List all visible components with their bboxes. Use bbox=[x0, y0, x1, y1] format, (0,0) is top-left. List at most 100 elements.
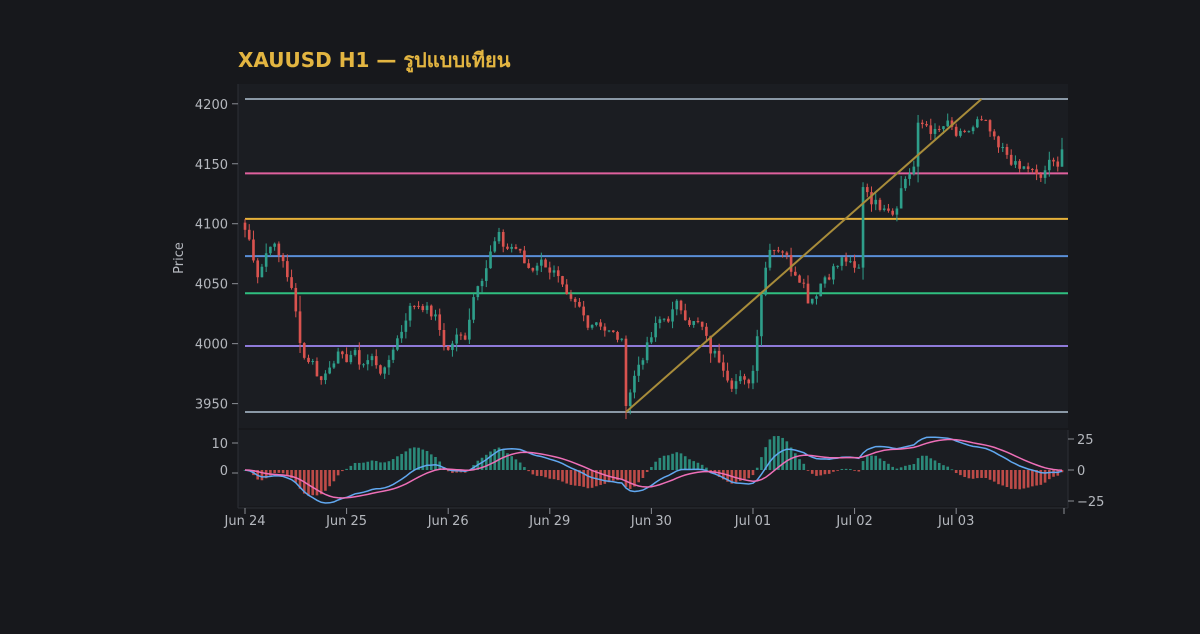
candle-body bbox=[976, 119, 979, 128]
candle-body bbox=[815, 296, 818, 299]
macd-histogram-bar bbox=[611, 470, 615, 481]
macd-histogram-bar bbox=[1005, 470, 1009, 488]
y-tick-label: 3950 bbox=[195, 398, 228, 413]
macd-histogram-bar bbox=[391, 459, 395, 470]
macd-histogram-bar bbox=[328, 470, 331, 487]
candle-body bbox=[971, 127, 975, 132]
candle-body bbox=[307, 357, 310, 363]
macd-histogram-bar bbox=[573, 470, 577, 486]
macd-histogram-bar bbox=[967, 470, 971, 479]
candle-body bbox=[738, 376, 742, 382]
macd-histogram-bar bbox=[315, 470, 319, 496]
macd-histogram-bar bbox=[751, 470, 755, 476]
candle-body bbox=[501, 232, 505, 247]
candle-body bbox=[942, 126, 945, 130]
macd-histogram-bar bbox=[671, 453, 674, 470]
macd-histogram-bar bbox=[980, 470, 983, 478]
macd-histogram-bar bbox=[1001, 470, 1005, 486]
candle-body bbox=[692, 321, 696, 325]
candle-body bbox=[527, 263, 530, 268]
candle-body bbox=[518, 248, 522, 251]
candle-body bbox=[709, 335, 712, 354]
macd-histogram-bar bbox=[1031, 470, 1034, 487]
x-tick-label: Jul 03 bbox=[937, 514, 974, 529]
candle-body bbox=[269, 246, 272, 254]
candle-body bbox=[374, 356, 378, 366]
signal-line bbox=[244, 438, 1063, 499]
macd-histogram-bar bbox=[561, 470, 564, 482]
macd-histogram-bar bbox=[827, 470, 831, 474]
macd-histogram-bar bbox=[1014, 470, 1017, 489]
macd-histogram-bar bbox=[501, 450, 505, 470]
candle-body bbox=[675, 300, 679, 310]
macd-histogram-bar bbox=[819, 470, 823, 476]
macd-histogram-bar bbox=[912, 464, 916, 470]
macd-histogram-bar bbox=[781, 437, 784, 470]
candle-body bbox=[531, 267, 535, 271]
candle-body bbox=[1005, 147, 1009, 155]
candle-body bbox=[408, 305, 412, 321]
candle-body bbox=[768, 249, 772, 268]
x-tick-label: Jun 29 bbox=[528, 514, 570, 529]
macd-histogram-bar bbox=[942, 465, 945, 470]
candle-body bbox=[650, 337, 653, 343]
macd-histogram-bar bbox=[954, 470, 958, 473]
candle-body bbox=[891, 210, 894, 215]
candle-body bbox=[654, 322, 657, 338]
macd-histogram-bar bbox=[1009, 470, 1013, 489]
candle-body bbox=[726, 370, 729, 381]
macd-histogram-bar bbox=[810, 470, 814, 474]
macd-histogram-bar bbox=[946, 466, 950, 470]
candle-body bbox=[1001, 147, 1005, 149]
candle-body bbox=[628, 392, 632, 407]
candle-body bbox=[421, 306, 425, 311]
macd-histogram-bar bbox=[899, 467, 903, 470]
candle-body bbox=[620, 338, 624, 340]
macd-histogram-bar bbox=[273, 470, 276, 474]
macd-histogram-bar bbox=[421, 449, 425, 470]
candle-body bbox=[573, 298, 577, 302]
candle-body bbox=[696, 321, 700, 323]
macd-histogram-bar bbox=[1022, 470, 1026, 489]
macd-histogram-bar bbox=[916, 458, 920, 470]
macd-histogram-bar bbox=[667, 455, 670, 470]
candle-body bbox=[611, 330, 615, 332]
candle-body bbox=[916, 122, 920, 167]
candle-body bbox=[506, 246, 509, 249]
candle-body bbox=[840, 257, 844, 266]
macd-histogram-bar bbox=[645, 470, 649, 472]
macd-histogram-bar bbox=[793, 453, 797, 470]
candle-body bbox=[446, 346, 450, 350]
candle-body bbox=[937, 128, 941, 130]
candle-body bbox=[624, 338, 628, 407]
macd-histogram-bar bbox=[891, 466, 894, 470]
macd-histogram-bar bbox=[544, 470, 547, 478]
candle-body bbox=[578, 301, 581, 307]
macd-histogram-bar bbox=[396, 456, 399, 470]
macd-histogram-bar bbox=[785, 441, 789, 470]
candle-body bbox=[827, 277, 831, 280]
candle-body bbox=[489, 251, 492, 269]
macd-histogram-bar bbox=[616, 470, 619, 481]
candle-body bbox=[667, 318, 670, 322]
candle-body bbox=[273, 243, 276, 247]
candle-body bbox=[256, 260, 260, 278]
candle-body bbox=[319, 376, 323, 381]
candle-body bbox=[514, 246, 518, 249]
candle-body bbox=[870, 192, 873, 205]
macd-histogram-bar bbox=[277, 470, 281, 473]
macd-histogram-bar bbox=[836, 470, 839, 471]
macd-histogram-bar bbox=[319, 470, 323, 495]
macd-histogram-bar bbox=[963, 470, 966, 477]
macd-histogram-bar bbox=[755, 467, 759, 470]
macd-y-tick-label-right: −25 bbox=[1077, 495, 1104, 510]
candle-body bbox=[645, 342, 649, 361]
candle-body bbox=[362, 364, 365, 366]
macd-histogram-bar bbox=[599, 470, 602, 485]
macd-histogram-bar bbox=[514, 459, 518, 470]
macd-histogram-bar bbox=[908, 464, 911, 470]
candle-body bbox=[404, 320, 408, 332]
candle-body bbox=[438, 314, 442, 330]
macd-histogram-bar bbox=[527, 470, 530, 472]
